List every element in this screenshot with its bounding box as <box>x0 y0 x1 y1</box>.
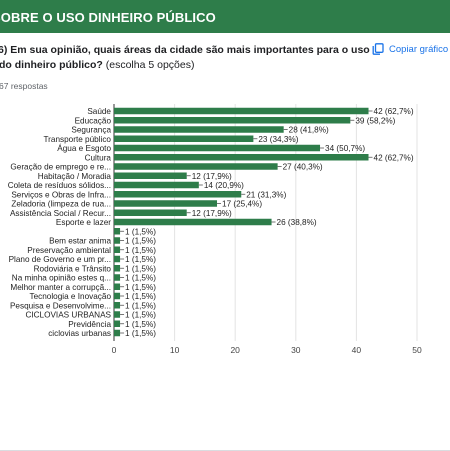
bar[interactable] <box>114 154 369 161</box>
value-label: 1 (1,5%) <box>125 255 156 264</box>
value-label: 1 (1,5%) <box>125 237 156 246</box>
category-label: ciclovias urbanas <box>48 329 111 338</box>
value-label: 26 (38,8%) <box>277 218 317 227</box>
category-label: Saúde <box>87 107 111 116</box>
bar[interactable] <box>114 126 284 133</box>
value-label: 27 (40,3%) <box>283 163 323 172</box>
category-label: Transporte público <box>43 135 111 144</box>
section-title: SOBRE O USO DINHEIRO PÚBLICO <box>0 10 216 25</box>
bar[interactable] <box>114 218 272 226</box>
category-label: Esporte e lazer <box>56 218 111 227</box>
bar[interactable] <box>114 320 121 328</box>
bar[interactable] <box>114 209 187 217</box>
x-tick-label: 10 <box>170 345 180 355</box>
value-label: 1 (1,5%) <box>125 329 156 338</box>
category-label: Plano de Governo e um pr... <box>9 255 111 264</box>
value-label: 39 (58,2%) <box>355 116 395 125</box>
category-label: Melhor manter a corrupçã... <box>10 283 111 292</box>
x-tick-label: 30 <box>291 345 301 355</box>
bar[interactable] <box>114 163 278 170</box>
category-label: Previdência <box>68 320 111 329</box>
bar-chart: 0 10 20 30 40 50 Saúde 42 (62,7%) Educação 39 (58… <box>8 104 422 355</box>
question-title-line1: Em sua opinião, quais áreas da cidade sã… <box>10 44 370 56</box>
bar[interactable] <box>114 237 121 244</box>
bar[interactable] <box>114 246 121 254</box>
category-label: Rodoviária e Trânsito <box>34 264 112 273</box>
section-header: SOBRE O USO DINHEIRO PÚBLICO <box>0 0 450 33</box>
copy-chart-label: Copiar gráfico <box>389 43 449 55</box>
bar[interactable] <box>114 191 242 198</box>
bar[interactable] <box>114 329 121 337</box>
x-tick-label: 50 <box>412 345 422 355</box>
bar[interactable] <box>114 265 121 272</box>
x-tick-label: 40 <box>352 345 362 355</box>
value-label: 1 (1,5%) <box>125 301 156 310</box>
category-label: Cultura <box>85 153 112 162</box>
value-label: 1 (1,5%) <box>125 264 156 273</box>
category-label: Tecnologia e Inovação <box>30 292 112 301</box>
bar[interactable] <box>114 274 121 281</box>
bar[interactable] <box>114 135 254 143</box>
bar[interactable] <box>114 255 121 263</box>
category-label: Pesquisa e Desenvolvime... <box>10 301 111 310</box>
x-tick-label: 20 <box>230 345 240 355</box>
value-label: 42 (62,7%) <box>374 153 414 162</box>
question-card: 6) Em sua opinião, quais áreas da cidade… <box>0 33 450 451</box>
value-label: 1 (1,5%) <box>125 320 156 329</box>
copy-icon <box>372 43 384 55</box>
category-label: Preservação ambiental <box>27 246 111 255</box>
response-count: 67 respostas <box>0 81 48 91</box>
category-label: Coleta de resíduos sólidos... <box>8 181 111 190</box>
bar[interactable] <box>114 292 121 300</box>
category-label: Serviços e Obras de Infra... <box>11 190 111 199</box>
value-label: 1 (1,5%) <box>125 227 156 236</box>
question-hint: (escolha 5 opções) <box>105 59 195 71</box>
bar[interactable] <box>114 283 121 291</box>
category-label: Habitação / Moradia <box>38 172 112 181</box>
category-label: Geração de emprego e re... <box>10 163 111 172</box>
bar[interactable] <box>114 311 121 318</box>
category-label: Bem estar anima <box>49 237 111 246</box>
bar[interactable] <box>114 228 121 235</box>
bar[interactable] <box>114 302 121 309</box>
value-label: 34 (50,7%) <box>325 144 365 153</box>
category-label: Assistência Social / Recur... <box>10 209 111 218</box>
value-label: 1 (1,5%) <box>125 274 156 283</box>
value-label: 17 (25,4%) <box>222 200 262 209</box>
bar[interactable] <box>114 172 187 180</box>
value-label: 1 (1,5%) <box>125 292 156 301</box>
category-label: Zeladoria (limpeza de rua... <box>11 200 111 209</box>
bar[interactable] <box>114 144 321 152</box>
value-label: 21 (31,3%) <box>246 190 286 199</box>
category-label: Segurança <box>71 126 111 135</box>
category-label: Na minha opinião estes q... <box>12 274 111 283</box>
category-label: CICLOVIAS URBANAS <box>25 311 111 320</box>
value-label: 42 (62,7%) <box>374 107 414 116</box>
value-label: 12 (17,9%) <box>192 172 232 181</box>
value-label: 23 (34,3%) <box>258 135 298 144</box>
bar[interactable] <box>114 181 199 189</box>
category-label: Água e Esgoto <box>57 143 111 153</box>
value-label: 12 (17,9%) <box>192 209 232 218</box>
value-label: 14 (20,9%) <box>204 181 244 190</box>
category-label: Educação <box>75 116 112 125</box>
question-title-line2: do dinheiro público? <box>0 59 103 71</box>
value-label: 28 (41,8%) <box>289 126 329 135</box>
x-tick-label: 0 <box>112 345 117 355</box>
bar[interactable] <box>114 107 369 115</box>
value-label: 1 (1,5%) <box>125 311 156 320</box>
question-number: 6) <box>0 44 8 56</box>
bar[interactable] <box>114 117 351 124</box>
value-label: 1 (1,5%) <box>125 283 156 292</box>
bar[interactable] <box>114 200 218 207</box>
copy-chart-button[interactable]: Copiar gráfico <box>372 43 448 55</box>
value-label: 1 (1,5%) <box>125 246 156 255</box>
